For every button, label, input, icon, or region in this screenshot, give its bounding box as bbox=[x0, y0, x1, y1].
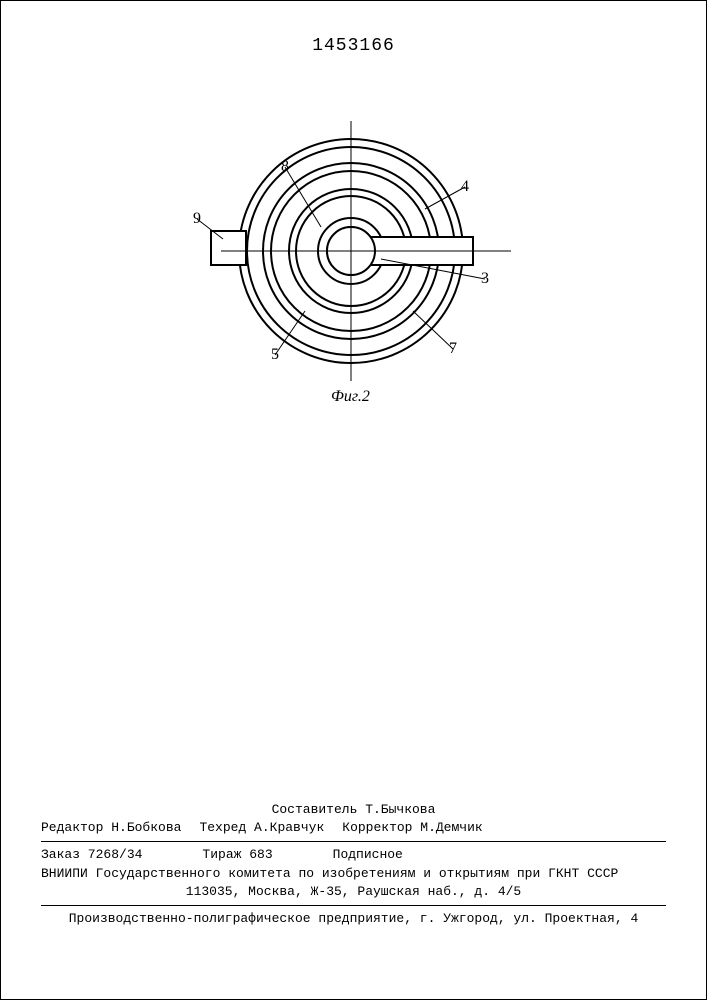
divider-1 bbox=[41, 841, 666, 842]
ref-label-8: 8 bbox=[281, 158, 289, 175]
footer: Составитель Т.Бычкова Редактор Н.Бобкова… bbox=[41, 801, 666, 928]
figure-2: 4 8 9 3 5 7 Фиг.2 bbox=[161, 111, 521, 411]
ref-label-4: 4 bbox=[461, 178, 469, 195]
address-label: 113035, Москва, Ж-35, Раушская наб., д. … bbox=[186, 884, 521, 899]
divider-2 bbox=[41, 905, 666, 906]
ref-label-3: 3 bbox=[481, 270, 489, 287]
order-label: Заказ 7268/34 bbox=[41, 846, 142, 864]
corrector-label: Корректор М.Демчик bbox=[342, 819, 482, 837]
ref-label-7: 7 bbox=[449, 340, 457, 357]
editor-label: Редактор Н.Бобкова bbox=[41, 819, 181, 837]
printer-label: Производственно-полиграфическое предприя… bbox=[69, 911, 639, 926]
org-label: ВНИИПИ Государственного комитета по изоб… bbox=[41, 866, 618, 881]
subscription-label: Подписное bbox=[333, 846, 403, 864]
circulation-label: Тираж 683 bbox=[202, 846, 272, 864]
ref-label-5: 5 bbox=[271, 346, 279, 363]
compiler-label: Составитель Т.Бычкова bbox=[272, 802, 436, 817]
figure-caption: Фиг.2 bbox=[331, 388, 370, 405]
patent-number: 1453166 bbox=[1, 36, 706, 56]
ref-label-9: 9 bbox=[193, 210, 201, 227]
techred-label: Техред А.Кравчук bbox=[199, 819, 324, 837]
page: 1453166 4 8 9 3 5 7 Фиг.2 Составитель Т.Бычков… bbox=[0, 0, 707, 1000]
